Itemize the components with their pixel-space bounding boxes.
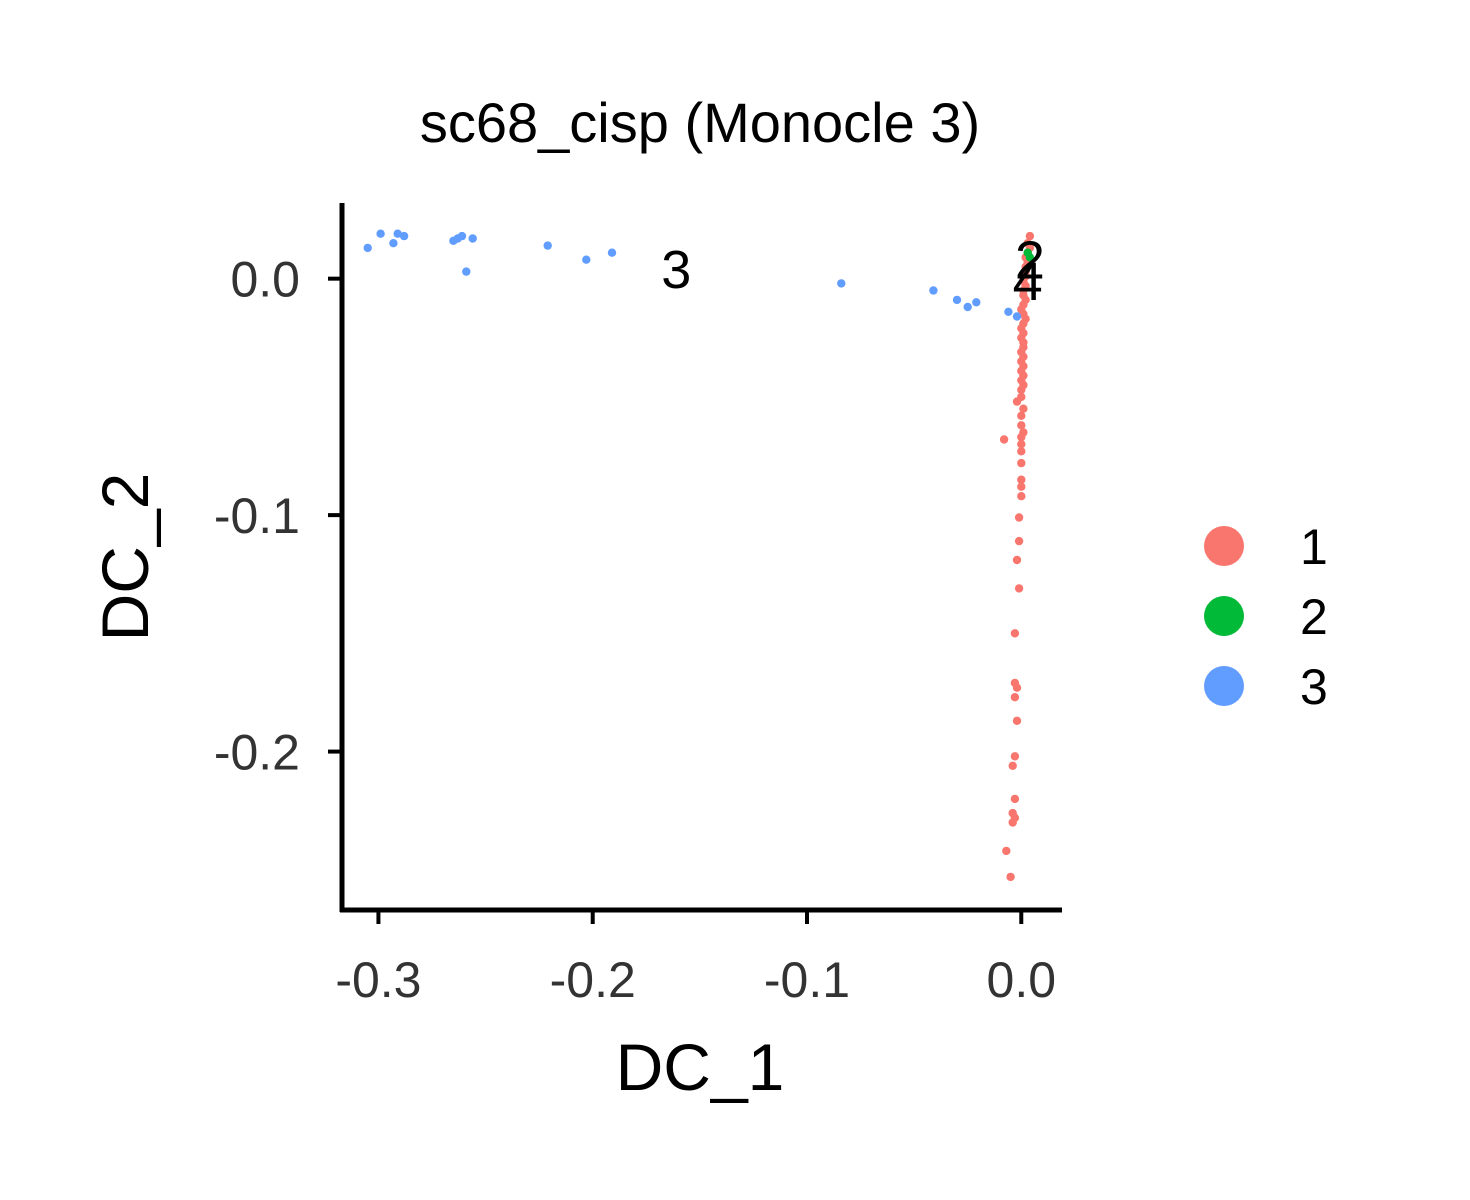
y-ticks: 0.0 -0.1 -0.2 — [214, 252, 342, 781]
scatter-point — [1017, 458, 1026, 468]
scatter-point — [1008, 818, 1017, 827]
scatter-point — [462, 267, 471, 276]
scatter-point — [1012, 716, 1022, 725]
scatter-point — [929, 286, 938, 295]
cluster-label: 3 — [661, 240, 691, 300]
legend-label: 1 — [1300, 519, 1328, 575]
scatter-point — [952, 295, 962, 305]
legend-label: 3 — [1300, 659, 1328, 715]
y-tick-label: -0.1 — [214, 488, 300, 544]
cluster-labels-layer: 3 24 — [661, 231, 1045, 312]
x-tick-label: 0.0 — [987, 952, 1057, 1008]
scatter-point — [363, 243, 372, 253]
y-axis-title: DC_2 — [88, 473, 162, 642]
x-tick-label: -0.1 — [764, 952, 850, 1008]
scatter-point — [1012, 555, 1022, 565]
scatter-point — [1010, 794, 1020, 804]
scatter-point — [399, 231, 409, 241]
scatter-point — [1012, 397, 1022, 406]
x-axis-title: DC_1 — [616, 1030, 785, 1104]
points-layer — [363, 229, 1035, 882]
scatter-point — [607, 248, 617, 257]
scatter-point — [1014, 536, 1024, 546]
scatter-point — [1012, 312, 1022, 321]
scatter-point — [1017, 482, 1026, 491]
scatter-point — [393, 229, 402, 238]
scatter-point — [1008, 761, 1017, 770]
cluster-label: 2 — [1015, 231, 1045, 291]
scatter-point — [1019, 404, 1028, 413]
legend: 1 2 3 — [1204, 519, 1328, 715]
scatter-point — [1017, 440, 1026, 449]
scatter-point — [1004, 307, 1013, 316]
scatter-point — [543, 241, 552, 250]
cluster-label: 4 — [1013, 252, 1043, 312]
scatter-point — [1017, 432, 1026, 442]
scatter-point — [837, 279, 846, 288]
scatter-point — [1014, 584, 1024, 593]
chart-title: sc68_cisp (Monocle 3) — [420, 91, 980, 154]
scatter-point — [468, 234, 477, 243]
scatter-point — [999, 435, 1009, 444]
scatter-point — [963, 302, 972, 312]
legend-key — [1204, 596, 1244, 636]
legend-key — [1204, 526, 1244, 566]
scatter-point — [1010, 752, 1020, 761]
scatter-point — [1017, 475, 1026, 484]
scatter-point — [1014, 513, 1024, 522]
scatter-point — [1025, 253, 1035, 262]
scatter-point — [1017, 385, 1026, 394]
scatter-point — [1017, 447, 1026, 456]
scatter-point — [1010, 693, 1020, 702]
scatter-point — [1017, 411, 1026, 420]
legend-label: 2 — [1300, 589, 1328, 645]
scatter-point — [1025, 231, 1035, 241]
legend-key — [1204, 666, 1244, 706]
x-tick-label: -0.2 — [550, 952, 636, 1008]
scatter-point — [1012, 683, 1022, 692]
scatter-point — [1017, 421, 1026, 430]
x-tick-label: -0.3 — [335, 952, 421, 1008]
scatter-point — [972, 298, 981, 307]
scatter-point — [1002, 846, 1011, 856]
y-tick-label: 0.0 — [230, 252, 300, 308]
scatter-point — [582, 255, 591, 264]
scatter-point — [389, 239, 398, 248]
scatter-point — [1017, 492, 1026, 501]
x-ticks: -0.3 -0.2 -0.1 0.0 — [335, 910, 1056, 1008]
scatter-point — [1010, 629, 1020, 638]
scatter-point — [376, 229, 385, 238]
scatter-point — [1006, 872, 1015, 882]
y-tick-label: -0.2 — [214, 725, 300, 781]
scatter-point — [457, 231, 467, 241]
